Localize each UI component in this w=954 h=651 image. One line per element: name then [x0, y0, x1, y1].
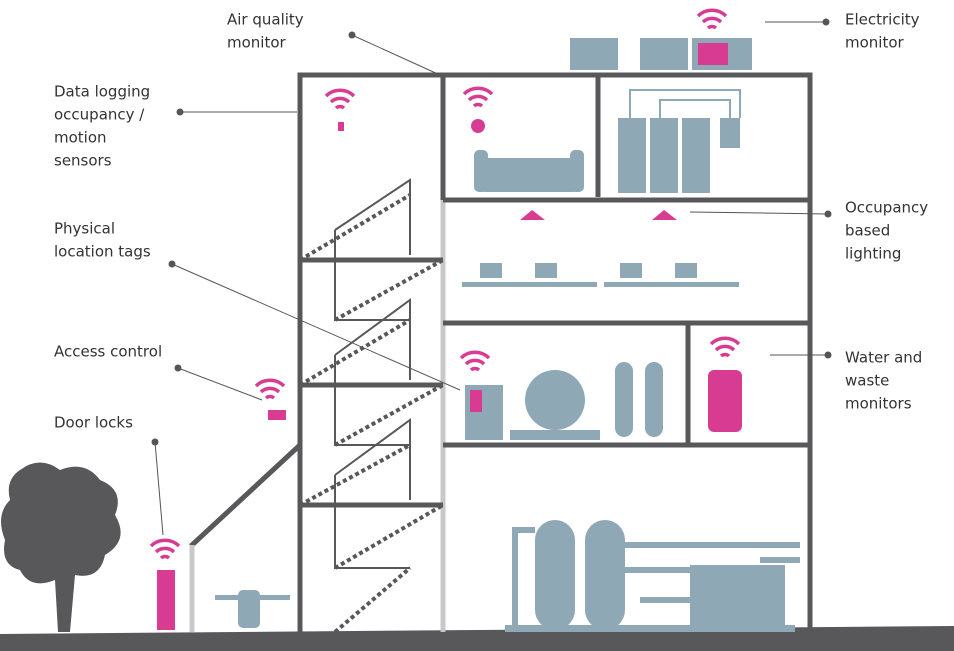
leader-line — [351, 34, 441, 76]
label-text: monitor — [845, 34, 905, 52]
label-text: monitors — [845, 395, 912, 413]
label-text: location tags — [54, 243, 151, 261]
leader-dot — [151, 438, 159, 446]
label-text: Data logging — [54, 83, 150, 101]
leader-dot — [174, 364, 182, 372]
labels: Air quality monitor Electricity monitor Data… — [54, 11, 928, 536]
label-text: monitor — [227, 34, 287, 52]
tree — [1, 462, 121, 632]
label-text: lighting — [845, 245, 901, 263]
ground — [0, 626, 954, 651]
leader-line — [689, 211, 829, 215]
leader-dot — [824, 210, 832, 218]
label-text: Access control — [54, 343, 162, 361]
leader-dot — [348, 31, 356, 39]
leader-line — [171, 263, 461, 391]
label-text: Water and — [845, 349, 922, 367]
label-text: Physical — [54, 220, 115, 238]
label-text: Occupancy — [845, 199, 928, 217]
label-text: based — [845, 222, 890, 240]
label-text: sensors — [54, 152, 112, 170]
label-text: Electricity — [845, 11, 920, 29]
label-text: motion — [54, 129, 107, 147]
equipment — [157, 38, 800, 632]
leader-line — [154, 441, 164, 536]
leader-dot — [824, 351, 832, 359]
label-text: occupancy / — [54, 106, 145, 124]
label-text: waste — [845, 372, 889, 390]
leader-dot — [176, 108, 184, 116]
stairs — [298, 178, 445, 634]
building-frame — [189, 72, 813, 632]
leader-line — [177, 367, 263, 401]
leader-dot — [168, 260, 176, 268]
label-text: Door locks — [54, 414, 133, 432]
label-text: Air quality — [227, 11, 304, 29]
leader-dot — [822, 18, 830, 26]
